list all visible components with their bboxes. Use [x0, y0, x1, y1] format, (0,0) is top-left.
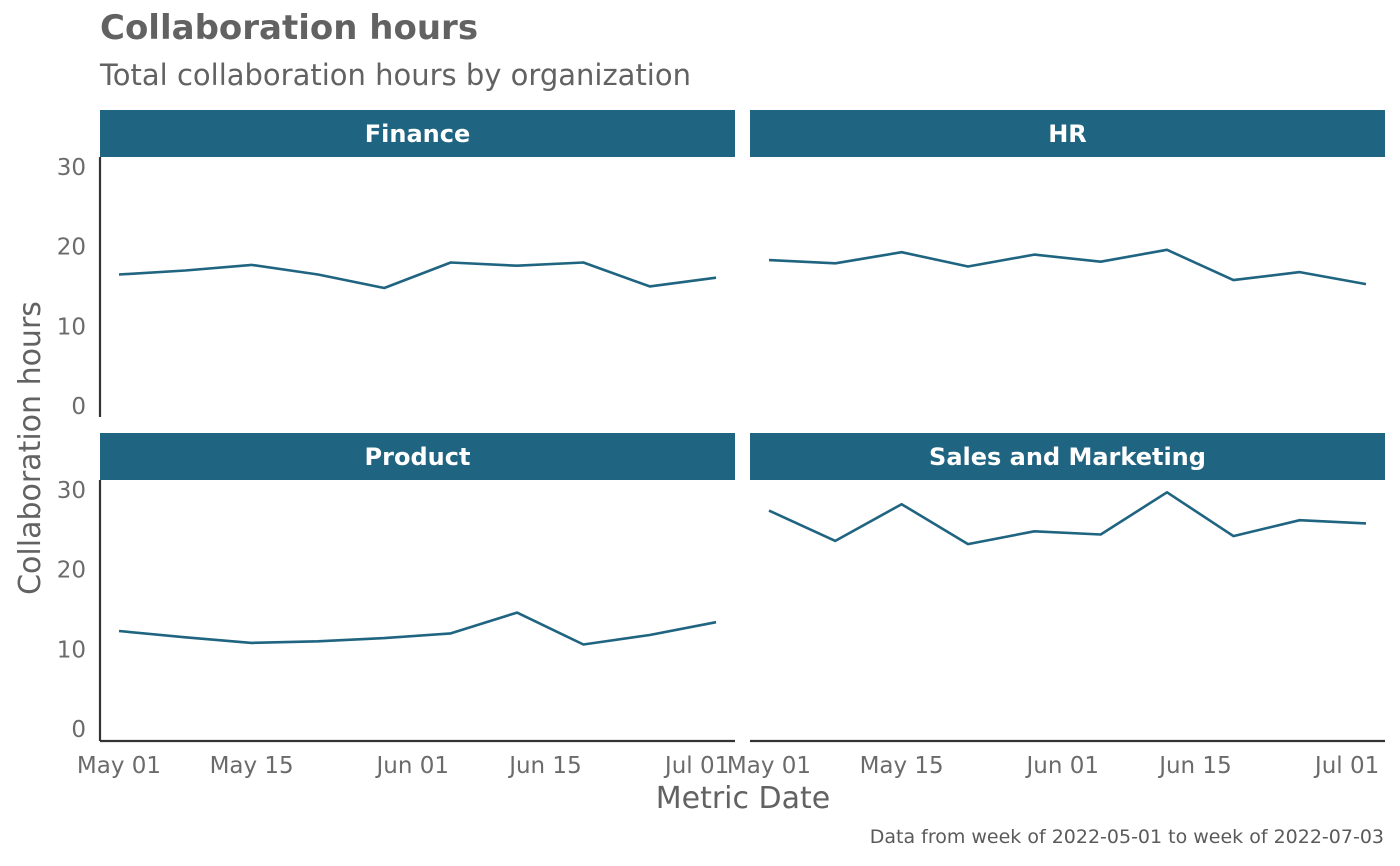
y-tick-label: 20	[57, 235, 86, 261]
facet-strip-label: Product	[365, 443, 471, 471]
y-tick-label: 20	[57, 558, 86, 584]
x-tick-label: May 01	[77, 753, 161, 779]
x-tick-label: Jun 01	[1025, 753, 1100, 779]
y-axis-title: Collaboration hours	[13, 301, 48, 595]
facet-strip-label: Finance	[365, 120, 471, 148]
chart-caption: Data from week of 2022-05-01 to week of …	[869, 826, 1384, 848]
facet-strip	[750, 110, 1385, 157]
y-tick-label: 10	[57, 637, 86, 663]
chart-subtitle: Total collaboration hours by organizatio…	[100, 58, 691, 92]
x-tick-label: Jul 01	[663, 753, 729, 779]
facet-strip-label: HR	[1048, 120, 1087, 148]
y-tick-label: 10	[57, 314, 86, 340]
y-tick-label: 30	[57, 155, 86, 181]
x-tick-label: Jul 01	[1313, 753, 1379, 779]
x-axis-title: Metric Date	[656, 781, 831, 816]
x-tick-label: Jun 15	[1157, 753, 1232, 779]
x-tick-label: Jun 01	[375, 753, 450, 779]
x-tick-label: Jun 15	[507, 753, 582, 779]
x-tick-label: May 15	[210, 753, 294, 779]
series-line	[118, 261, 717, 290]
chart-title: Collaboration hours	[100, 8, 479, 48]
series-line	[768, 248, 1367, 286]
y-tick-label: 30	[57, 478, 86, 504]
facet-strip	[100, 433, 735, 480]
x-tick-label: May 15	[860, 753, 944, 779]
y-tick-label: 0	[71, 717, 86, 743]
facet-strip	[100, 110, 735, 157]
series-line	[768, 490, 1367, 546]
facet-strip	[750, 433, 1385, 480]
series-line	[118, 611, 717, 646]
facet-strip-label: Sales and Marketing	[929, 443, 1206, 471]
y-tick-label: 0	[71, 394, 86, 420]
x-tick-label: May 01	[727, 753, 811, 779]
